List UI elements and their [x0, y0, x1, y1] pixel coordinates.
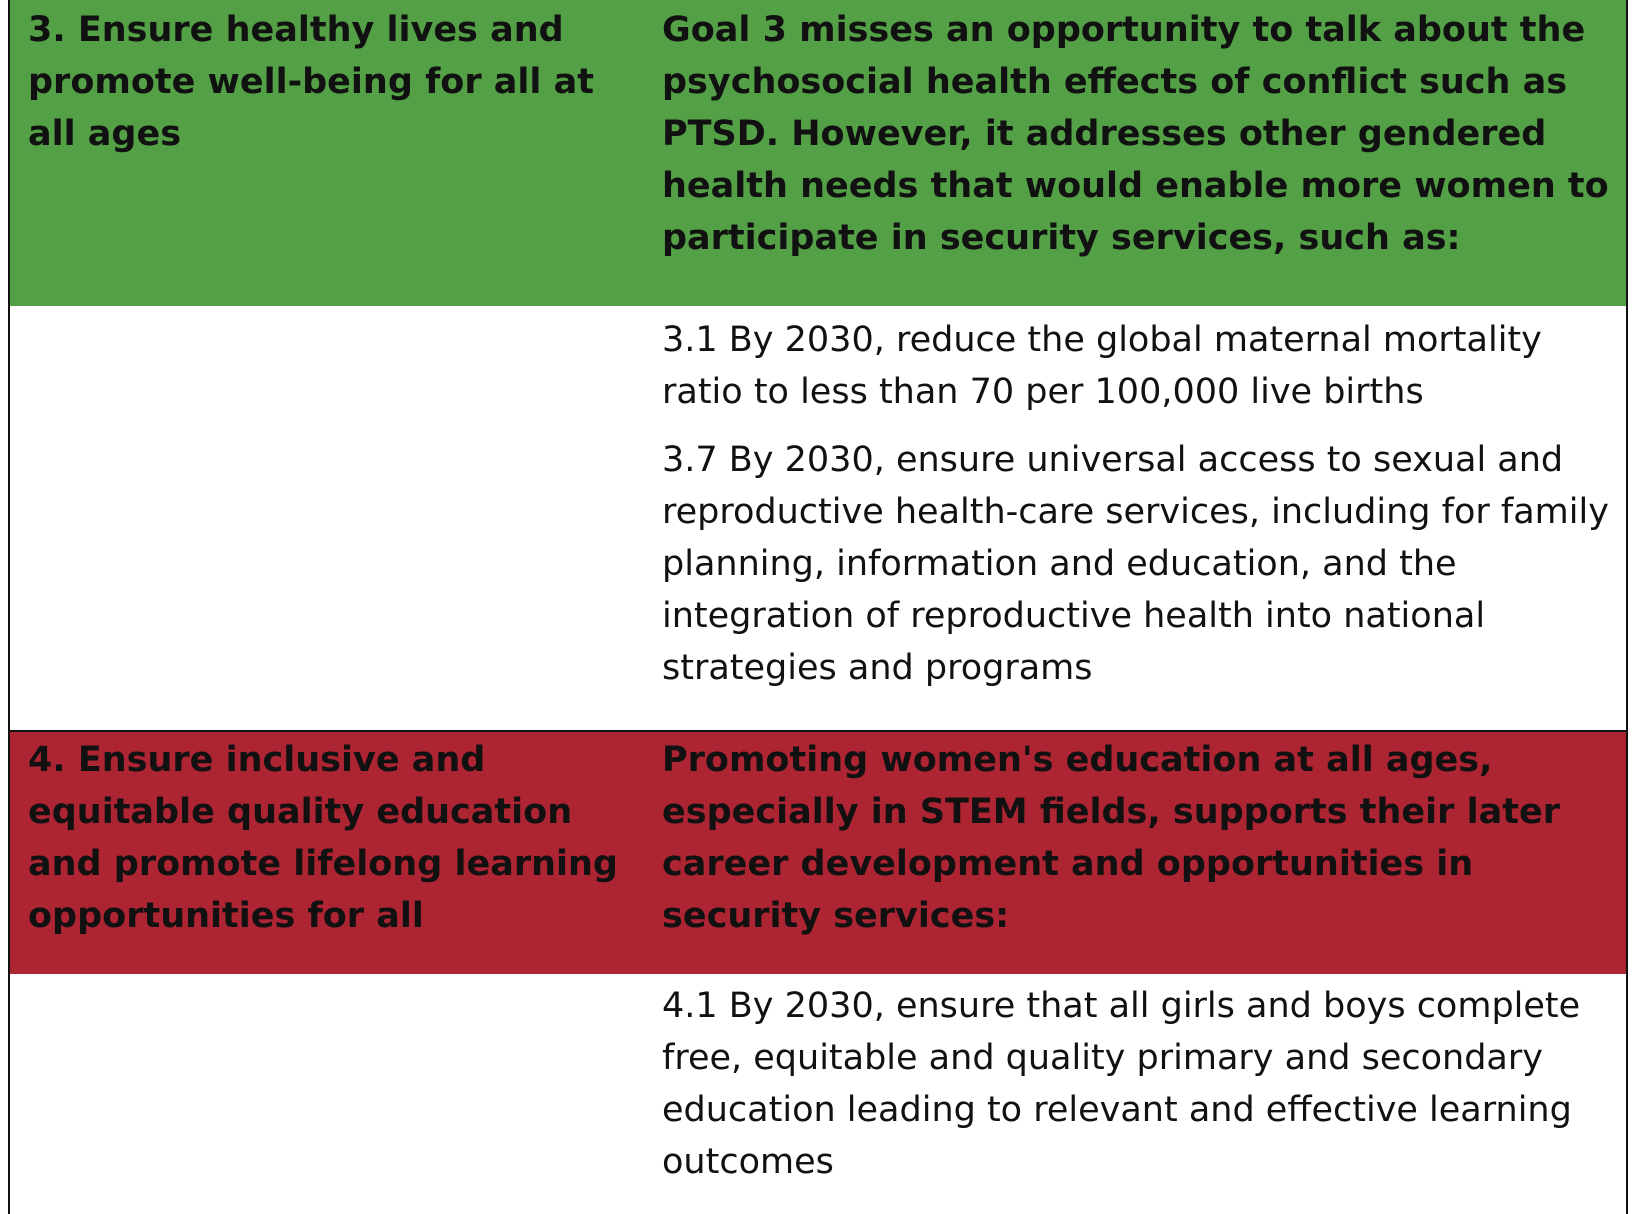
goal-3-targets-row: 3.1 By 2030, reduce the global maternal … — [8, 306, 1628, 732]
goal-4-header-row: 4. Ensure inclusive and equitable qualit… — [8, 730, 1628, 976]
goal-3-title-cell: 3. Ensure healthy lives and promote well… — [28, 4, 638, 160]
target-3-7: 3.7 By 2030, ensure universal access to … — [662, 440, 1609, 688]
goal-3-targets-cell: 3.1 By 2030, reduce the global maternal … — [662, 314, 1612, 694]
goal-3-header-row: 3. Ensure healthy lives and promote well… — [8, 0, 1628, 308]
goal-4-targets-cell: 4.1 By 2030, ensure that all girls and b… — [662, 980, 1612, 1188]
goal-3-title: 3. Ensure healthy lives and promote well… — [28, 10, 594, 154]
goal-4-summary: Promoting women's education at all ages,… — [662, 740, 1560, 936]
target-4-1: 4.1 By 2030, ensure that all girls and b… — [662, 986, 1581, 1182]
target-3-1: 3.1 By 2030, reduce the global maternal … — [662, 320, 1542, 412]
goal-3-summary: Goal 3 misses an opportunity to talk abo… — [662, 10, 1609, 258]
goal-4-title: 4. Ensure inclusive and equitable qualit… — [28, 740, 618, 936]
goal-4-summary-cell: Promoting women's education at all ages,… — [662, 734, 1612, 942]
goal-4-title-cell: 4. Ensure inclusive and equitable qualit… — [28, 734, 638, 942]
goal-3-summary-cell: Goal 3 misses an opportunity to talk abo… — [662, 4, 1612, 264]
goal-4-targets-row: 4.1 By 2030, ensure that all girls and b… — [8, 974, 1628, 1214]
